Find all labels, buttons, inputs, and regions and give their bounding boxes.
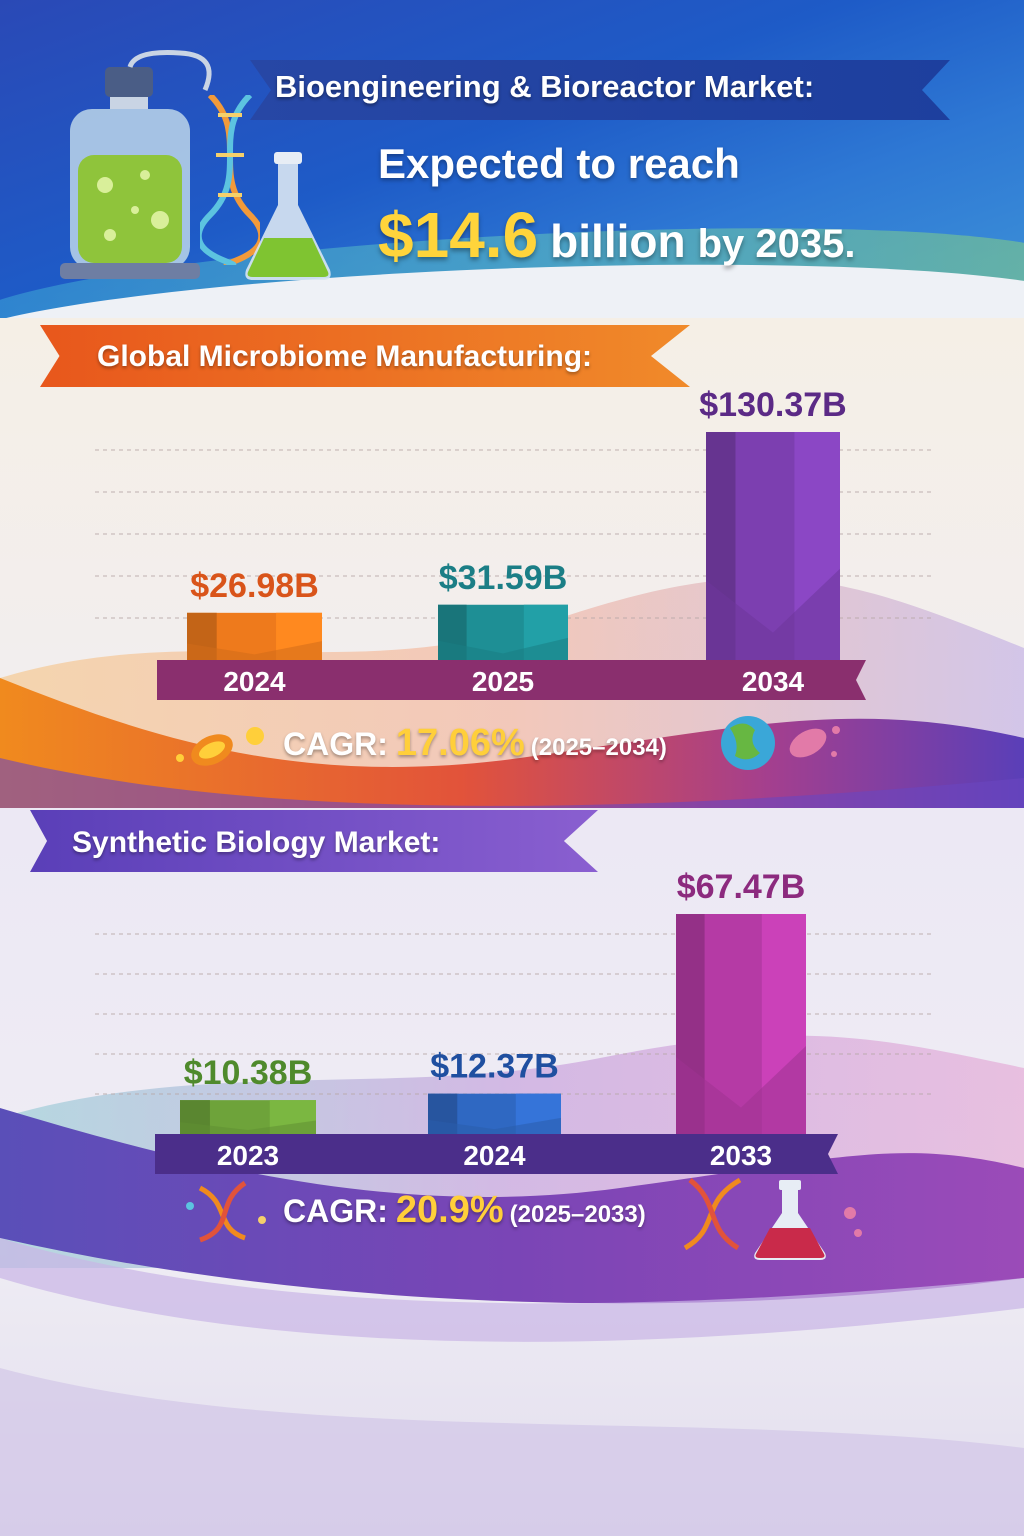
globe-icon <box>721 716 775 770</box>
data-label: $12.37B <box>430 1048 559 1086</box>
x-tick-label: 2034 <box>742 666 805 697</box>
flask-icon <box>754 1180 862 1260</box>
bar <box>676 914 806 1134</box>
bar <box>438 604 568 660</box>
data-label: $67.47B <box>677 868 806 906</box>
bar <box>428 1093 561 1134</box>
x-tick-label: 2024 <box>463 1140 526 1171</box>
x-tick-label: 2023 <box>217 1140 279 1171</box>
bar <box>187 612 322 660</box>
cagr-value: 17.06% <box>395 722 525 764</box>
data-label: $130.37B <box>699 386 846 424</box>
page-title: Bioengineering & Bioreactor Market: <box>275 69 815 104</box>
headline-value-line: $14.6 billion by 2035. <box>378 198 855 272</box>
cagr-value: 20.9% <box>395 1189 504 1231</box>
synbio-cagr: CAGR: 20.9% (2025–2033) <box>283 1189 646 1232</box>
header-banner: Bioengineering & Bioreactor Market: Expe… <box>0 0 1024 318</box>
microbiome-cagr: CAGR: 17.06% (2025–2034) <box>283 722 667 765</box>
microbe-icon <box>789 726 840 758</box>
synbio-chart: $10.38B $12.37B $67.47B 2023 2024 2033 <box>0 868 1024 1536</box>
headline-subtitle: Expected to reach <box>378 140 740 187</box>
dna-icon <box>683 1177 742 1251</box>
cagr-period: (2025–2033) <box>509 1201 646 1228</box>
microbiome-banner <box>40 325 690 387</box>
cagr-label: CAGR: <box>283 726 388 762</box>
x-tick-label: 2024 <box>223 666 286 697</box>
microbiome-title: Global Microbiome Manufacturing: <box>97 340 593 373</box>
headline-year: by 2035. <box>697 222 856 266</box>
bioreactor-icon <box>60 50 212 279</box>
synbio-banner <box>30 810 598 872</box>
x-tick-label: 2033 <box>710 1140 772 1171</box>
cagr-period: (2025–2034) <box>530 734 667 761</box>
x-axis-strip <box>155 1134 838 1174</box>
x-axis-strip <box>157 660 866 700</box>
data-label: $26.98B <box>190 567 319 605</box>
headline-value: $14.6 <box>378 199 539 271</box>
cagr-label: CAGR: <box>283 1193 388 1229</box>
data-label: $31.59B <box>439 559 568 597</box>
data-label: $10.38B <box>184 1054 313 1092</box>
bar <box>180 1100 316 1134</box>
synbio-title: Synthetic Biology Market: <box>72 826 441 859</box>
flask-icon <box>245 152 331 280</box>
headline-unit: billion <box>550 215 686 267</box>
bar <box>706 432 840 660</box>
microbiome-chart: $26.98B $31.59B $130.37B 2024 2025 2034 <box>0 386 1024 808</box>
title-ribbon <box>250 60 950 120</box>
dna-icon <box>200 95 260 265</box>
x-tick-label: 2025 <box>472 666 534 697</box>
dna-icon <box>186 1180 266 1243</box>
bacteria-icon <box>176 727 264 766</box>
